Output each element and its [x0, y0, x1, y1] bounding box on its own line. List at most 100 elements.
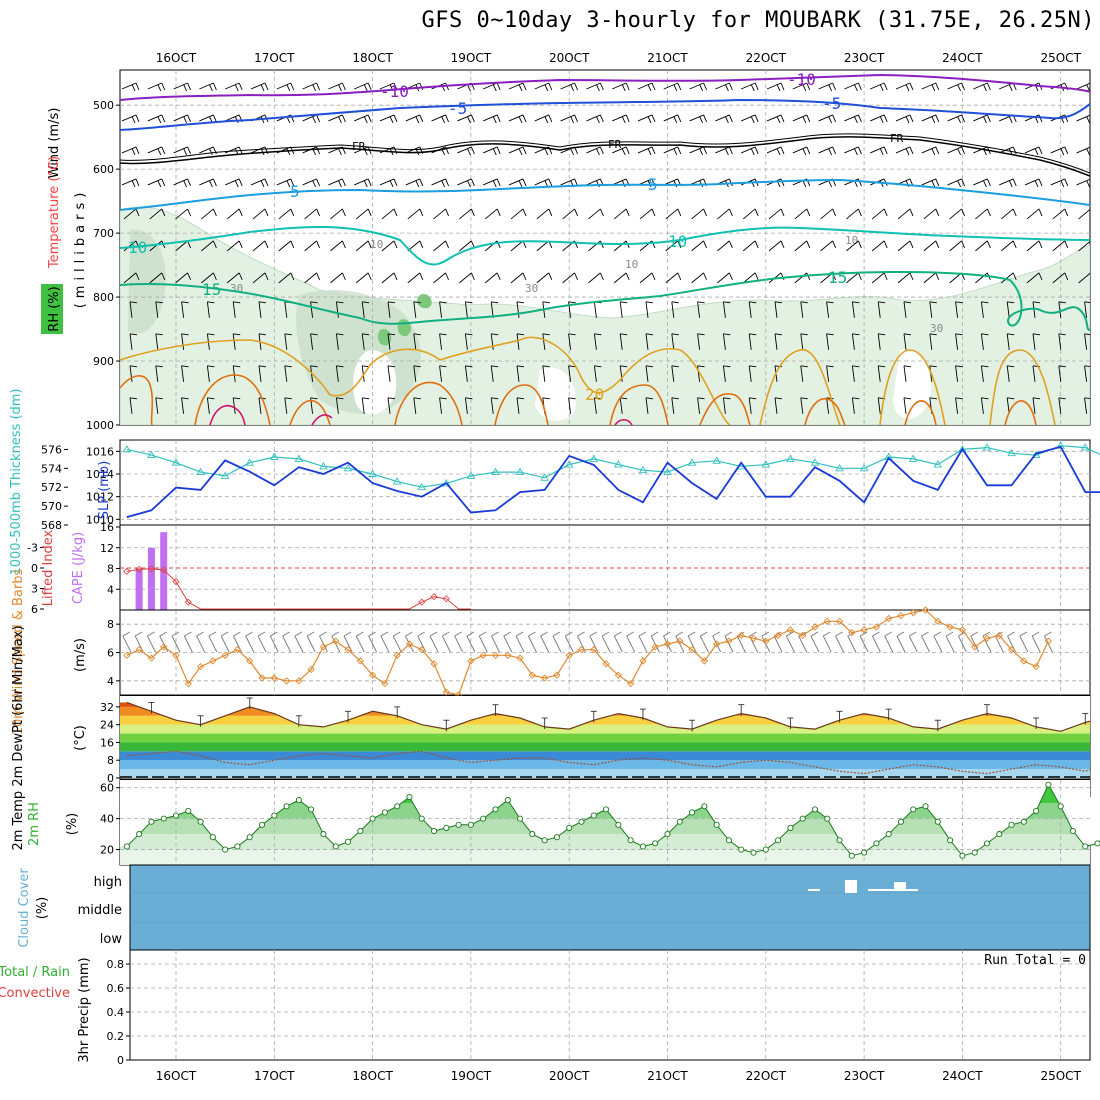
rh2m-marker — [578, 818, 585, 825]
rh2m-marker — [222, 846, 229, 853]
label-cloud-units: (%) — [35, 897, 50, 920]
rh2m-marker — [934, 818, 941, 825]
wind10m-marker — [270, 674, 278, 682]
wind-barb — [355, 208, 372, 220]
wind10m-barb — [147, 631, 155, 637]
wind-barb — [846, 208, 862, 220]
li-marker — [147, 565, 155, 573]
wind-barb — [1052, 272, 1069, 284]
wind10m-marker — [713, 640, 721, 648]
wind10m-barb — [503, 635, 513, 653]
wind10m-barb — [761, 631, 770, 637]
rh2m-marker — [615, 821, 622, 828]
wind10m-barb — [577, 631, 585, 637]
wind10m-marker — [577, 646, 586, 654]
wind-barb — [1026, 208, 1043, 220]
axis-tick-label: 4 — [107, 583, 114, 596]
wind10m-barb — [454, 631, 462, 637]
wind10m-barb — [282, 635, 291, 653]
wind10m-barb — [1007, 631, 1015, 637]
label-wind-units: (m/s) — [73, 638, 88, 672]
wind-barb — [175, 208, 192, 220]
rh-contour-label: 10 — [370, 238, 383, 251]
wind-barb — [645, 397, 654, 414]
axis-tick-label: 6 — [31, 603, 38, 616]
wind-barb — [330, 208, 346, 220]
rh2m-marker — [160, 815, 167, 822]
wind-barb — [510, 208, 527, 220]
axis-tick-label: 32 — [100, 701, 114, 714]
wind10m-barb — [417, 631, 425, 637]
wind10m-barb — [184, 631, 192, 637]
wind-barb — [310, 301, 318, 318]
wind-barb — [715, 146, 733, 156]
wind10m-barb — [441, 635, 451, 653]
wind10m-panel: 8 6 4 10m Wind Speed & Barbs (m/s) — [11, 569, 1091, 735]
wind10m-barb — [503, 631, 511, 637]
wind10m-barb — [380, 635, 390, 653]
wind-barb — [741, 146, 759, 156]
wind10m-marker — [319, 643, 328, 651]
wind10m-barb — [700, 631, 708, 637]
wind-barb — [1076, 146, 1090, 156]
wind-barb — [1000, 240, 1017, 252]
temp-band — [120, 724, 1090, 734]
wind10m-barb — [785, 635, 795, 653]
wind-barb — [258, 365, 267, 382]
wind-barb — [870, 82, 888, 92]
wind-barb — [508, 114, 527, 124]
wind10m-barb — [859, 631, 868, 637]
wind-barb — [354, 178, 372, 188]
wind10m-barb — [466, 635, 476, 653]
wind-barb — [516, 301, 525, 318]
wind10m-marker — [590, 646, 598, 654]
date-tick-label: 24OCT — [942, 51, 983, 65]
wind-barb — [792, 82, 811, 92]
wind-barb — [335, 333, 344, 350]
wind-barb — [980, 301, 989, 318]
wind10m-barb — [478, 635, 488, 653]
axis-tick-label: -3 — [27, 542, 38, 555]
wind10m-marker — [663, 640, 672, 648]
wind-barb — [361, 301, 370, 318]
wind-barb — [921, 178, 940, 188]
wind-barb — [387, 365, 396, 382]
wind-barb — [645, 333, 654, 350]
wind-barb — [129, 397, 138, 414]
wind-barb — [820, 208, 837, 220]
temp-label-15: 15 — [202, 280, 221, 299]
wind-barb — [328, 82, 346, 92]
wind-barb — [199, 82, 217, 92]
li-marker — [135, 565, 143, 573]
wind10m-barb — [564, 635, 574, 653]
wind-barb — [1032, 397, 1041, 414]
rh2m-marker — [308, 806, 315, 813]
wind-barb — [464, 301, 473, 318]
upper-air-panel: 10 10 10 30 30 30 -10 -10 -5 -5 FR FR FR… — [41, 69, 1091, 432]
wind10m-barb — [736, 635, 746, 653]
wind-barb — [232, 365, 241, 382]
temp-band — [120, 751, 1090, 761]
wind-barb — [335, 301, 344, 318]
wind10m-marker — [897, 612, 905, 620]
thickness-marker — [614, 460, 623, 468]
freezing-label: FR — [890, 132, 904, 145]
thickness-marker — [786, 454, 795, 462]
rh2m-marker — [246, 834, 253, 841]
wind10m-barb — [491, 635, 500, 653]
rh2m-marker — [529, 831, 536, 838]
thickness-marker — [810, 458, 820, 466]
date-tick-label: 23OCT — [844, 1069, 885, 1083]
wind10m-marker — [467, 657, 475, 665]
wind10m-marker — [516, 654, 524, 662]
wind-barb — [516, 365, 525, 382]
wind-barb — [439, 365, 447, 382]
thickness-marker — [171, 458, 181, 466]
wind-barb — [516, 333, 525, 350]
temp-label-minus5: -5 — [448, 99, 467, 118]
date-tick-label: 23OCT — [844, 51, 885, 65]
rh2m-marker — [148, 818, 155, 825]
wind-barb — [129, 365, 138, 382]
wind10m-barb — [122, 635, 132, 653]
wind-barb — [508, 178, 527, 188]
